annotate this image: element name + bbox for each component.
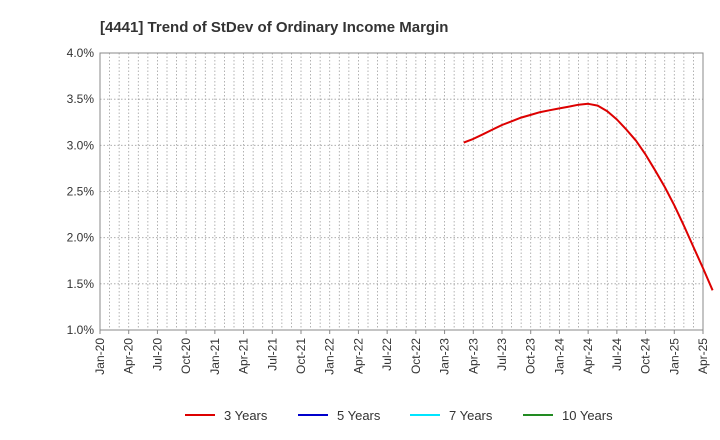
x-tick-label: Apr-21: [237, 338, 251, 374]
series-line-3-years: [463, 102, 714, 291]
legend: 3 Years 5 Years 7 Years 10 Years: [185, 408, 613, 423]
x-tick-label: Jan-20: [93, 338, 107, 375]
x-tick-label: Jan-21: [208, 338, 222, 375]
x-tick-label: Jul-22: [380, 338, 394, 371]
x-tick-label: Oct-24: [639, 338, 653, 374]
y-tick-label: 3.5%: [67, 92, 95, 106]
x-tick-label: Jan-24: [552, 338, 566, 375]
legend-label: 5 Years: [337, 408, 381, 423]
x-tick-label: Jul-20: [150, 338, 164, 371]
x-tick-label: Oct-22: [409, 338, 423, 374]
x-tick-label: Apr-23: [466, 338, 480, 374]
x-tick-label: Jan-25: [667, 338, 681, 375]
x-tick-label: Jul-21: [265, 338, 279, 371]
x-tick-label: Oct-21: [294, 338, 308, 374]
y-tick-label: 2.5%: [67, 185, 95, 199]
plot-frame: [99, 52, 704, 331]
x-axis: Jan-20 Apr-20 Jul-20 Oct-20 Jan-21 Apr-21 Jul-…: [93, 330, 710, 375]
x-tick-label: Apr-22: [351, 338, 365, 374]
x-tick-label: Jul-23: [495, 338, 509, 371]
y-tick-label: 4.0%: [67, 46, 95, 60]
legend-label: 7 Years: [449, 408, 493, 423]
x-tick-label: Jan-23: [438, 338, 452, 375]
legend-label: 3 Years: [224, 408, 268, 423]
series-layer: [463, 102, 714, 291]
y-tick-label: 3.0%: [67, 138, 95, 152]
grid: [99, 52, 704, 331]
legend-label: 10 Years: [562, 408, 613, 423]
x-tick-label: Jan-22: [323, 338, 337, 375]
y-tick-label: 2.0%: [67, 231, 95, 245]
x-tick-label: Apr-25: [696, 338, 710, 374]
x-tick-label: Apr-20: [122, 338, 136, 374]
x-tick-label: Jul-24: [610, 338, 624, 371]
y-axis: 1.0% 1.5% 2.0% 2.5% 3.0% 3.5% 4.0%: [67, 46, 95, 337]
x-tick-label: Apr-24: [581, 338, 595, 374]
chart-title: [4441] Trend of StDev of Ordinary Income…: [100, 19, 448, 36]
x-tick-label: Oct-23: [524, 338, 538, 374]
x-tick-label: Oct-20: [179, 338, 193, 374]
y-tick-label: 1.0%: [67, 323, 95, 337]
y-tick-label: 1.5%: [67, 277, 95, 291]
